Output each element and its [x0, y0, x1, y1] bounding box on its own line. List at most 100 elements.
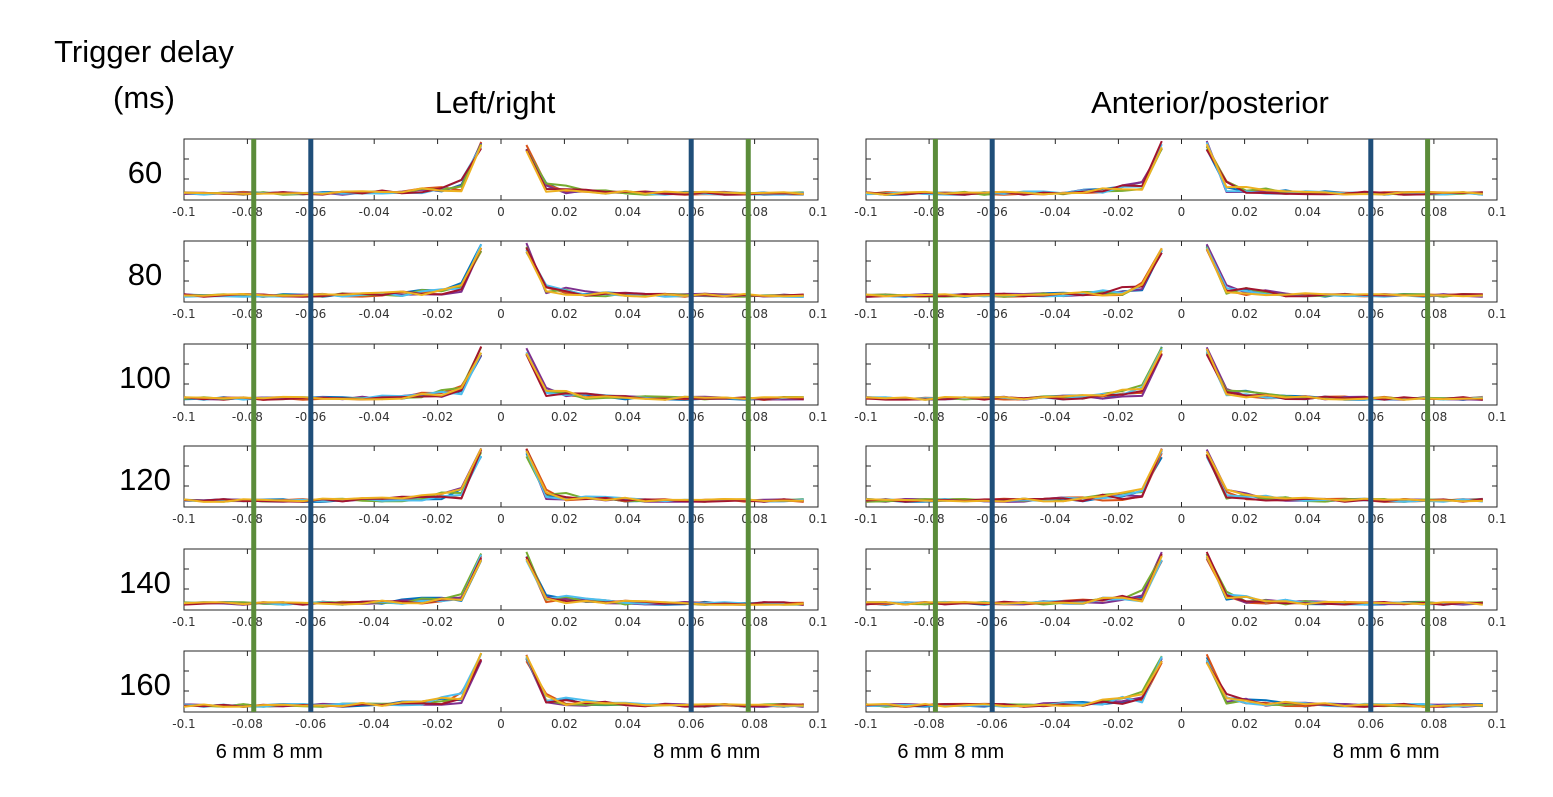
x-tick-label: 0.08 [1421, 615, 1448, 629]
series-line [1205, 248, 1483, 298]
x-tick-label: -0.04 [1040, 205, 1071, 219]
x-tick-label: 0.1 [808, 410, 827, 424]
anterior-posterior-axes-140: -0.1-0.08-0.06-0.04-0.0200.020.040.060.0… [854, 548, 1507, 629]
series-line [525, 450, 804, 503]
axes-box [865, 548, 1498, 611]
series-line [1205, 352, 1483, 401]
x-tick-label: -0.1 [854, 410, 877, 424]
series-line [866, 555, 1163, 606]
series-line [525, 242, 804, 298]
x-tick-label: 0 [497, 410, 505, 424]
series-line [525, 247, 804, 298]
series-line [183, 559, 483, 606]
x-tick-label: -0.02 [422, 512, 453, 526]
axes-box [865, 240, 1498, 303]
axes-box [865, 445, 1498, 508]
series-line [525, 149, 804, 196]
x-tick-label: 0.1 [1487, 205, 1506, 219]
reference-line-label: 8 mm [653, 741, 703, 763]
series-line [865, 349, 1163, 401]
x-tick-label: 0.04 [1294, 512, 1321, 526]
series-line [1205, 353, 1483, 401]
x-tick-label: -0.08 [232, 615, 263, 629]
anterior-posterior-axes-60: -0.1-0.08-0.06-0.04-0.0200.020.040.060.0… [854, 138, 1507, 219]
x-tick-label: 0.02 [1231, 512, 1258, 526]
delay-row-label: 120 [119, 462, 171, 497]
x-tick-label: -0.08 [232, 410, 263, 424]
series-line [183, 141, 483, 196]
x-tick-label: 0.08 [1421, 717, 1448, 731]
x-tick-label: -0.02 [1103, 717, 1134, 731]
x-tick-label: 0.02 [1231, 717, 1258, 731]
x-tick-label: 0.1 [808, 615, 827, 629]
x-tick-label: 0.1 [1487, 717, 1506, 731]
x-tick-label: -0.04 [1040, 717, 1071, 731]
x-tick-label: 0.02 [551, 615, 578, 629]
axes-box [865, 138, 1498, 201]
x-tick-label: 0 [1178, 205, 1186, 219]
x-tick-label: -0.1 [854, 307, 877, 321]
x-tick-label: -0.02 [422, 410, 453, 424]
series-line [525, 148, 804, 196]
x-tick-label: -0.08 [914, 307, 945, 321]
series-line [525, 455, 804, 503]
x-tick-label: 0 [497, 512, 505, 526]
x-tick-label: -0.1 [172, 307, 195, 321]
x-tick-label: -0.1 [172, 615, 195, 629]
x-tick-label: 0 [1178, 512, 1186, 526]
x-tick-label: -0.02 [422, 307, 453, 321]
x-tick-label: -0.08 [914, 717, 945, 731]
x-tick-label: 0.08 [1421, 512, 1448, 526]
delay-row-label: 80 [128, 257, 162, 292]
axes-box [183, 240, 819, 303]
trigger-delay-label: Trigger delay [54, 34, 234, 69]
x-tick-label: -0.02 [422, 615, 453, 629]
x-tick-label: 0.08 [1421, 307, 1448, 321]
series-line [1205, 449, 1483, 503]
anterior-posterior-axes-120: -0.1-0.08-0.06-0.04-0.0200.020.040.060.0… [854, 445, 1507, 526]
series-line [865, 448, 1163, 503]
x-tick-label: 0.1 [1487, 615, 1506, 629]
x-tick-label: -0.06 [295, 717, 326, 731]
series-line [1205, 555, 1483, 606]
series-line [525, 250, 804, 298]
x-tick-label: 0.02 [551, 717, 578, 731]
x-tick-label: -0.04 [1040, 615, 1071, 629]
x-tick-label: 0.08 [1421, 205, 1448, 219]
x-tick-label: -0.08 [232, 512, 263, 526]
x-tick-label: 0.04 [614, 410, 641, 424]
x-tick-label: -0.04 [359, 615, 390, 629]
series-line [1205, 143, 1483, 196]
left-right-axes-100: -0.1-0.08-0.06-0.04-0.0200.020.040.060.0… [172, 343, 828, 424]
series-line [1205, 551, 1483, 606]
series-line [525, 149, 804, 196]
x-tick-label: 0.04 [614, 307, 641, 321]
anterior-posterior-axes-80: -0.1-0.08-0.06-0.04-0.0200.020.040.060.0… [854, 240, 1507, 321]
series-line [525, 148, 804, 196]
x-tick-label: 0 [1178, 307, 1186, 321]
reference-line-label: 8 mm [273, 741, 323, 763]
x-tick-label: -0.1 [854, 717, 877, 731]
series-line [183, 247, 483, 297]
x-tick-label: 0.1 [1487, 512, 1506, 526]
left-right-axes-80: -0.1-0.08-0.06-0.04-0.0200.020.040.060.0… [172, 240, 828, 321]
x-tick-label: -0.08 [232, 307, 263, 321]
reference-line-label: 8 mm [954, 741, 1004, 763]
x-tick-label: 0 [1178, 615, 1186, 629]
reference-line-label: 6 mm [216, 741, 266, 763]
x-tick-label: 0 [497, 615, 505, 629]
x-tick-label: 0.04 [614, 205, 641, 219]
series-line [1205, 348, 1483, 401]
anterior-posterior-axes-100: -0.1-0.08-0.06-0.04-0.0200.020.040.060.0… [854, 343, 1507, 424]
series-line [525, 249, 804, 298]
series-line [1205, 662, 1483, 708]
delay-row-label: 60 [128, 155, 162, 190]
x-tick-label: -0.04 [359, 307, 390, 321]
series-line [525, 150, 804, 195]
series-line [525, 354, 804, 401]
reference-line-label: 6 mm [897, 741, 947, 763]
x-tick-label: 0.02 [1231, 615, 1258, 629]
x-tick-label: 0.1 [808, 307, 827, 321]
series-line [525, 556, 804, 606]
x-tick-label: -0.1 [172, 410, 195, 424]
